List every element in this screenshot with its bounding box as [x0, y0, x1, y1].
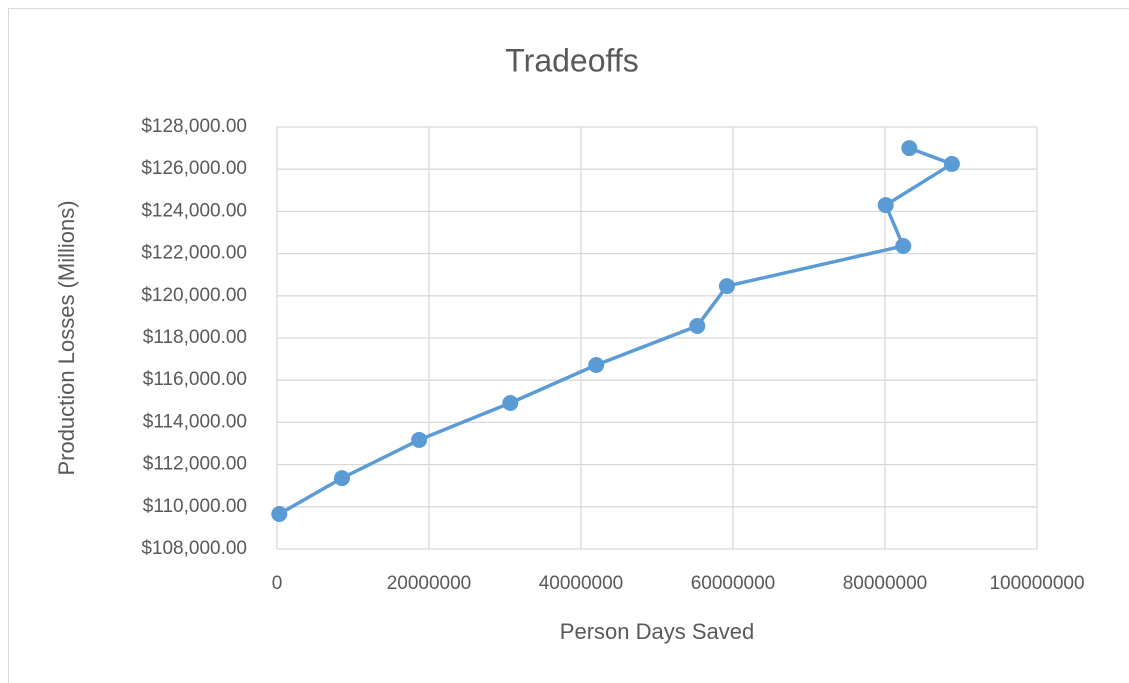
y-axis-title: Production Losses (Millions)	[54, 200, 79, 475]
data-point	[588, 357, 605, 374]
y-tick-label: $110,000.00	[143, 496, 247, 517]
x-tick-label: 60000000	[691, 573, 776, 594]
data-point	[877, 197, 894, 214]
data-point	[718, 278, 735, 295]
y-tick-label: $112,000.00	[143, 454, 247, 475]
data-point	[411, 431, 428, 448]
y-tick-label: $118,000.00	[143, 327, 247, 348]
chart-title: Tradeoffs	[505, 42, 638, 78]
chart-border	[8, 8, 1129, 683]
data-point	[502, 394, 519, 411]
data-point	[943, 155, 960, 172]
data-point	[689, 317, 706, 334]
y-tick-label: $120,000.00	[141, 285, 247, 306]
y-tick-label: $128,000.00	[141, 116, 247, 137]
x-tick-label: 100000000	[989, 573, 1084, 594]
y-tick-label: $116,000.00	[143, 369, 247, 390]
y-tick-label: $114,000.00	[143, 411, 247, 432]
y-tick-label: $122,000.00	[141, 243, 247, 264]
data-point	[333, 470, 350, 487]
data-point	[901, 140, 918, 157]
y-tick-label: $126,000.00	[141, 158, 247, 179]
data-point	[271, 505, 288, 522]
data-point	[895, 238, 912, 255]
y-tick-label: $108,000.00	[141, 538, 247, 559]
x-tick-label: 40000000	[539, 573, 624, 594]
x-axis-title: Person Days Saved	[560, 619, 754, 644]
y-tick-label: $124,000.00	[141, 200, 247, 221]
x-tick-label: 80000000	[843, 573, 928, 594]
x-tick-label: 0	[272, 573, 283, 594]
x-tick-label: 20000000	[387, 573, 472, 594]
